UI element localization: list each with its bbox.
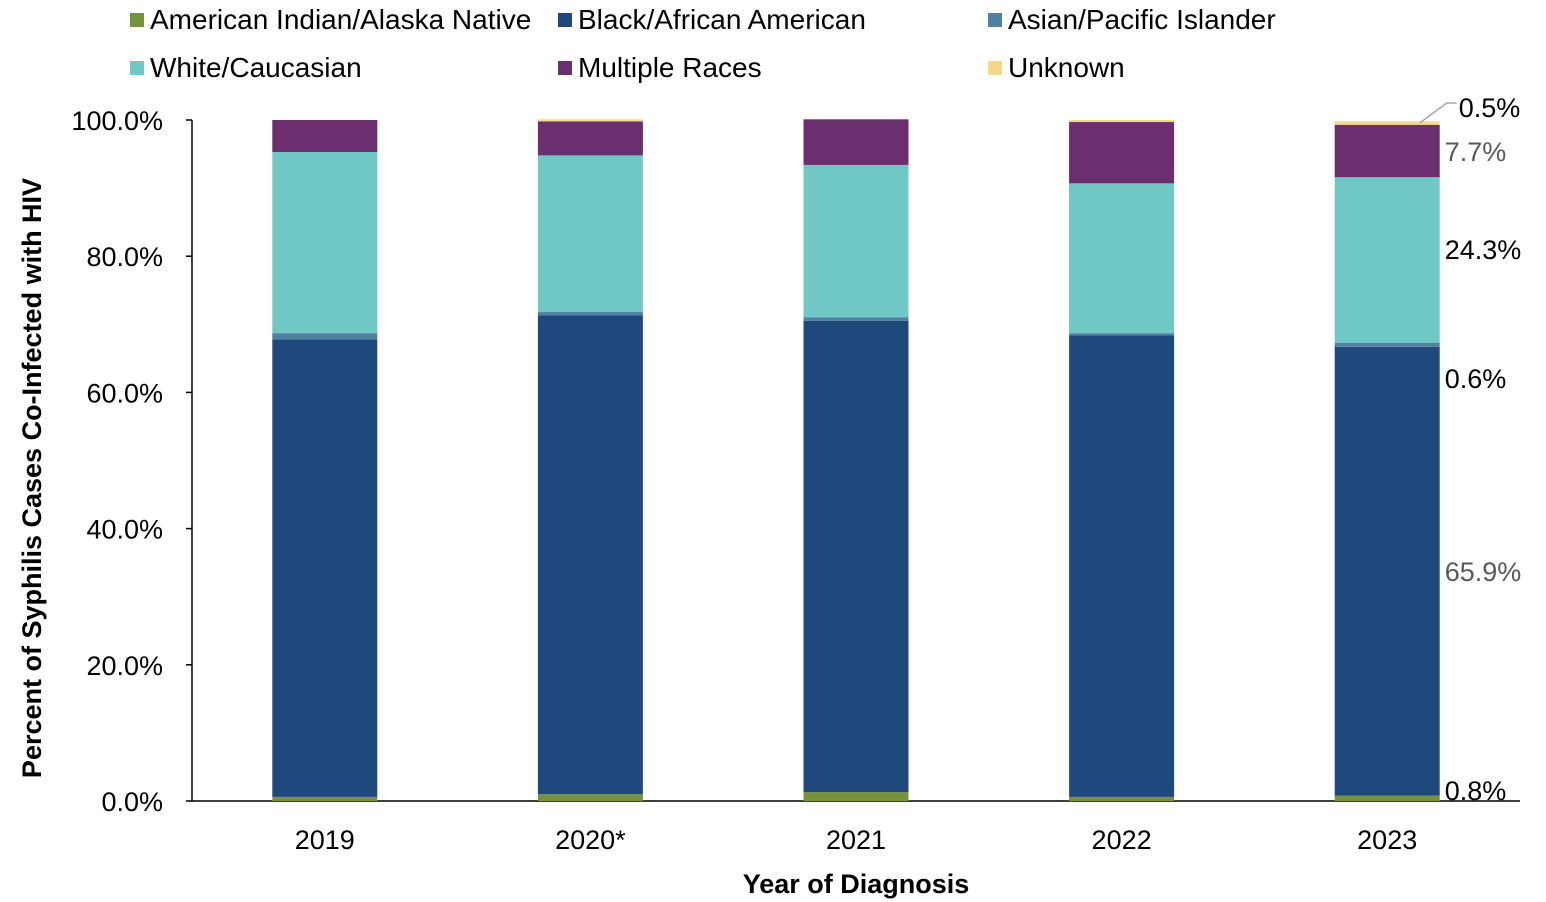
data-label-white-caucasian: 24.3% (1445, 235, 1522, 265)
data-label-leader-line (1419, 102, 1457, 124)
bar-segment-black-african-american (1069, 335, 1175, 797)
legend-label: American Indian/Alaska Native (150, 4, 532, 35)
data-label-american-indian-alaska-native: 0.8% (1445, 776, 1507, 806)
legend-swatch (130, 13, 144, 27)
bar-segment-american-indian-alaska-native (803, 792, 909, 801)
legend-item-american-indian-alaska-native: American Indian/Alaska Native (130, 4, 532, 35)
legend-swatch (558, 61, 572, 75)
legend-item-white-caucasian: White/Caucasian (130, 52, 362, 83)
y-tick-label: 100.0% (71, 106, 163, 136)
bar-segment-black-african-american (1334, 346, 1440, 796)
bar-segment-multiple-races (803, 119, 909, 165)
legend-item-black-african-american: Black/African American (558, 4, 866, 35)
y-axis-title: Percent of Syphilis Cases Co-Infected wi… (17, 178, 47, 778)
bar-segment-american-indian-alaska-native (1334, 795, 1440, 801)
legend-item-multiple-races: Multiple Races (558, 52, 762, 83)
legend-swatch (130, 61, 144, 75)
bar-segment-black-african-american (272, 339, 378, 797)
legend-swatch (988, 61, 1002, 75)
bar-segment-multiple-races (537, 121, 643, 156)
x-axis-title: Year of Diagnosis (743, 869, 970, 899)
y-tick-label: 60.0% (86, 378, 163, 408)
legend-label: Asian/Pacific Islander (1008, 4, 1276, 35)
bar-segment-american-indian-alaska-native (1069, 796, 1175, 801)
bar-segment-multiple-races (1334, 124, 1440, 178)
bar-segment-asian-pacific-islander (1069, 333, 1175, 336)
legend-label: White/Caucasian (150, 52, 362, 83)
data-label-black-african-american: 65.9% (1445, 557, 1522, 587)
y-tick-label: 0.0% (101, 787, 163, 817)
bar-segment-american-indian-alaska-native (272, 796, 378, 801)
legend-swatch (558, 13, 572, 27)
bar-segment-white-caucasian (537, 155, 643, 313)
bar-segment-american-indian-alaska-native (537, 794, 643, 801)
bar-segment-white-caucasian (803, 164, 909, 318)
y-tick-label: 40.0% (86, 515, 163, 545)
bar-segment-white-caucasian (272, 152, 378, 334)
bar-segment-asian-pacific-islander (537, 312, 643, 316)
legend-item-asian-pacific-islander: Asian/Pacific Islander (988, 4, 1276, 35)
data-label-asian-pacific-islander: 0.6% (1445, 364, 1507, 394)
x-tick-label: 2023 (1357, 825, 1417, 855)
legend-swatch (988, 13, 1002, 27)
bar-segment-multiple-races (272, 120, 378, 153)
bar-segment-unknown (1069, 120, 1175, 123)
bar-segment-multiple-races (1069, 122, 1175, 184)
bar-segment-white-caucasian (1334, 177, 1440, 343)
bar-segment-unknown (537, 119, 643, 122)
bar-segment-asian-pacific-islander (272, 333, 378, 340)
bar-segment-asian-pacific-islander (1334, 342, 1440, 347)
legend-item-unknown: Unknown (988, 52, 1125, 83)
y-tick-label: 80.0% (86, 242, 163, 272)
x-tick-label: 2021 (826, 825, 886, 855)
bar-segment-black-african-american (803, 320, 909, 793)
bar-segment-asian-pacific-islander (803, 317, 909, 321)
x-tick-label: 2020* (555, 825, 626, 855)
bar-segment-black-african-american (537, 315, 643, 795)
bar-segment-white-caucasian (1069, 183, 1175, 334)
x-tick-label: 2022 (1092, 825, 1152, 855)
legend-label: Multiple Races (578, 52, 762, 83)
bar-segment-unknown (1334, 121, 1440, 125)
y-tick-label: 20.0% (86, 651, 163, 681)
data-label-multiple-races: 7.7% (1445, 137, 1507, 167)
legend-label: Black/African American (578, 4, 866, 35)
legend-label: Unknown (1008, 52, 1125, 83)
x-tick-label: 2019 (295, 825, 355, 855)
data-label-unknown: 0.5% (1459, 93, 1521, 123)
